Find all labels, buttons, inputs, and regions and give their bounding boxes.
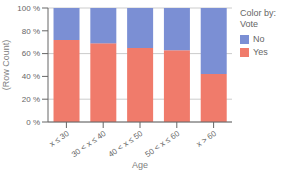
html-text:Yes: Yes xyxy=(253,47,268,57)
svg-text:50 < x ≤ 60: 50 < x ≤ 60 xyxy=(143,129,181,159)
svg-text:40 < x ≤ 50: 40 < x ≤ 50 xyxy=(107,129,145,159)
svg-text:40 %: 40 % xyxy=(22,72,40,81)
svg-text:60 %: 60 % xyxy=(22,49,40,58)
svg-text:(Row Count): (Row Count) xyxy=(8,40,11,91)
svg-text:30 < x ≤ 40: 30 < x ≤ 40 xyxy=(70,129,108,159)
svg-text:80 %: 80 % xyxy=(22,27,40,36)
svg-text:100 %: 100 % xyxy=(17,4,40,13)
svg-text:x > 60: x > 60 xyxy=(195,129,219,149)
svg-text:20 %: 20 % xyxy=(22,95,40,104)
html-text:No: No xyxy=(253,34,265,44)
svg-text:x ≤ 30: x ≤ 30 xyxy=(48,129,71,149)
svg-text:Age: Age xyxy=(132,160,148,170)
svg-text:0 %: 0 % xyxy=(26,118,40,127)
html-text:Color by: Vote: Color by: Vote xyxy=(240,8,276,29)
